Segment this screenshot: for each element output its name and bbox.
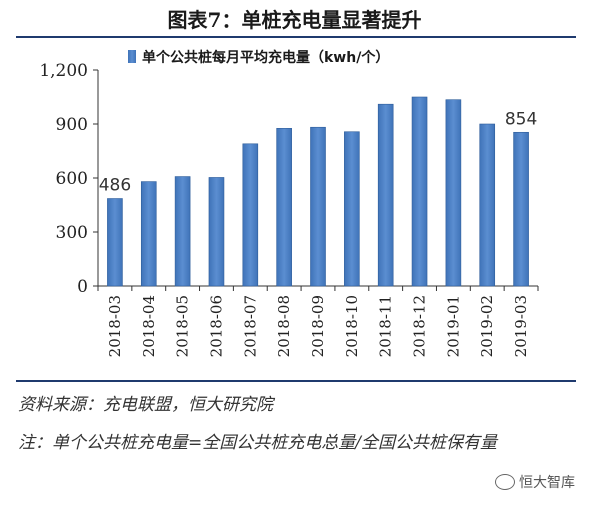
x-tick-label: 2018-12 [411, 295, 429, 357]
watermark: 恒大智库 [495, 472, 575, 492]
bar [445, 99, 462, 287]
x-tick-label: 2018-03 [106, 295, 124, 357]
bar [377, 103, 394, 287]
x-tick-label: 2019-03 [512, 295, 530, 357]
bar [242, 143, 259, 287]
bar-chart: 单个公共桩每月平均充电量（kwh/个） 0 300 600 900 1,200 2018-0… [39, 49, 539, 357]
y-tick-label: 0 [77, 277, 88, 297]
x-tick-label: 2018-07 [241, 295, 259, 357]
x-tick-label: 2019-02 [478, 295, 496, 357]
bar [208, 177, 225, 287]
x-tick-label: 2018-08 [275, 295, 293, 357]
bar [513, 131, 529, 287]
x-tick-label: 2019-01 [444, 295, 462, 357]
y-tick-label: 1,200 [39, 61, 88, 81]
bar [310, 126, 326, 287]
x-tick-label: 2018-09 [309, 295, 327, 357]
data-label: 486 [99, 176, 131, 196]
bar [107, 198, 123, 287]
x-tick-label: 2018-04 [140, 295, 158, 357]
x-tick-label: 2018-06 [207, 295, 225, 357]
legend-swatch [128, 50, 136, 63]
note-text: 注：单个公共桩充电量=全国公共桩充电总量/全国公共桩保有量 [18, 433, 497, 453]
title-rule [16, 36, 576, 38]
x-tick-label: 2018-11 [377, 295, 395, 357]
bar [411, 96, 428, 287]
bar [174, 176, 191, 287]
source-text: 资料来源：充电联盟，恒大研究院 [18, 395, 273, 415]
bar [344, 131, 360, 287]
x-tick-label: 2018-10 [343, 295, 361, 357]
data-label: 854 [505, 109, 537, 129]
y-tick-label: 600 [56, 169, 88, 189]
x-tick-label: 2018-05 [174, 295, 192, 357]
bar [140, 181, 157, 287]
footer-rule [16, 380, 576, 382]
y-tick-label: 300 [56, 223, 88, 243]
legend-label: 单个公共桩每月平均充电量（kwh/个） [142, 49, 389, 66]
y-tick-label: 900 [56, 115, 88, 135]
bar [479, 123, 496, 287]
figure-title: 图表7：单桩充电量显著提升 [167, 8, 422, 32]
watermark-label: 恒大智库 [519, 475, 575, 491]
bar [276, 128, 292, 287]
wechat-icon [495, 474, 515, 490]
